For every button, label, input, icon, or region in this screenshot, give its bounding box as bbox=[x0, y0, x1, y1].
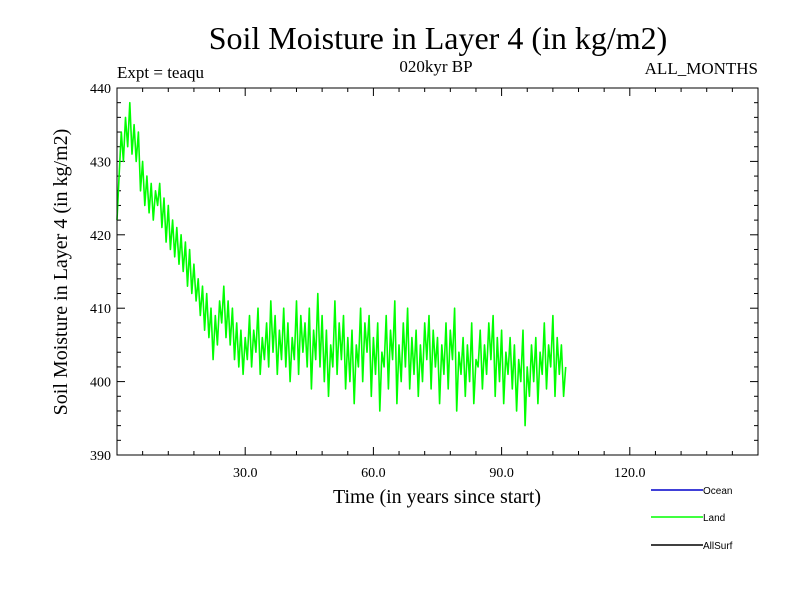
y-tick-label: 440 bbox=[90, 82, 111, 97]
legend: Ocean Land AllSurf bbox=[651, 486, 733, 552]
x-tick-label: 30.0 bbox=[233, 466, 258, 481]
legend-allsurf-label: AllSurf bbox=[703, 541, 733, 552]
y-tick-label: 400 bbox=[90, 376, 111, 391]
legend-ocean-label: Ocean bbox=[703, 486, 732, 497]
y-axis-label: Soil Moisture in Layer 4 (in kg/m2) bbox=[50, 129, 72, 416]
plot-frame bbox=[116, 87, 759, 456]
y-axis-ticks: 390 400 410 420 430 440 bbox=[90, 82, 758, 464]
x-tick-label: 60.0 bbox=[361, 466, 386, 481]
y-tick-label: 420 bbox=[90, 229, 111, 244]
months-label: ALL_MONTHS bbox=[645, 59, 758, 78]
x-axis-label: Time (in years since start) bbox=[333, 486, 541, 508]
legend-land-label: Land bbox=[703, 513, 725, 524]
land-series-line bbox=[116, 101, 567, 427]
x-axis-ticks: 30.0 60.0 90.0 120.0 bbox=[142, 88, 733, 481]
period-label: 020kyr BP bbox=[399, 57, 472, 76]
experiment-label: Expt = teaqu bbox=[117, 63, 205, 82]
y-tick-label: 390 bbox=[90, 449, 111, 464]
y-tick-label: 430 bbox=[90, 155, 111, 170]
chart-title: Soil Moisture in Layer 4 (in kg/m2) bbox=[209, 20, 668, 56]
y-tick-label: 410 bbox=[90, 302, 111, 317]
x-tick-label: 120.0 bbox=[614, 466, 646, 481]
x-tick-label: 90.0 bbox=[489, 466, 514, 481]
